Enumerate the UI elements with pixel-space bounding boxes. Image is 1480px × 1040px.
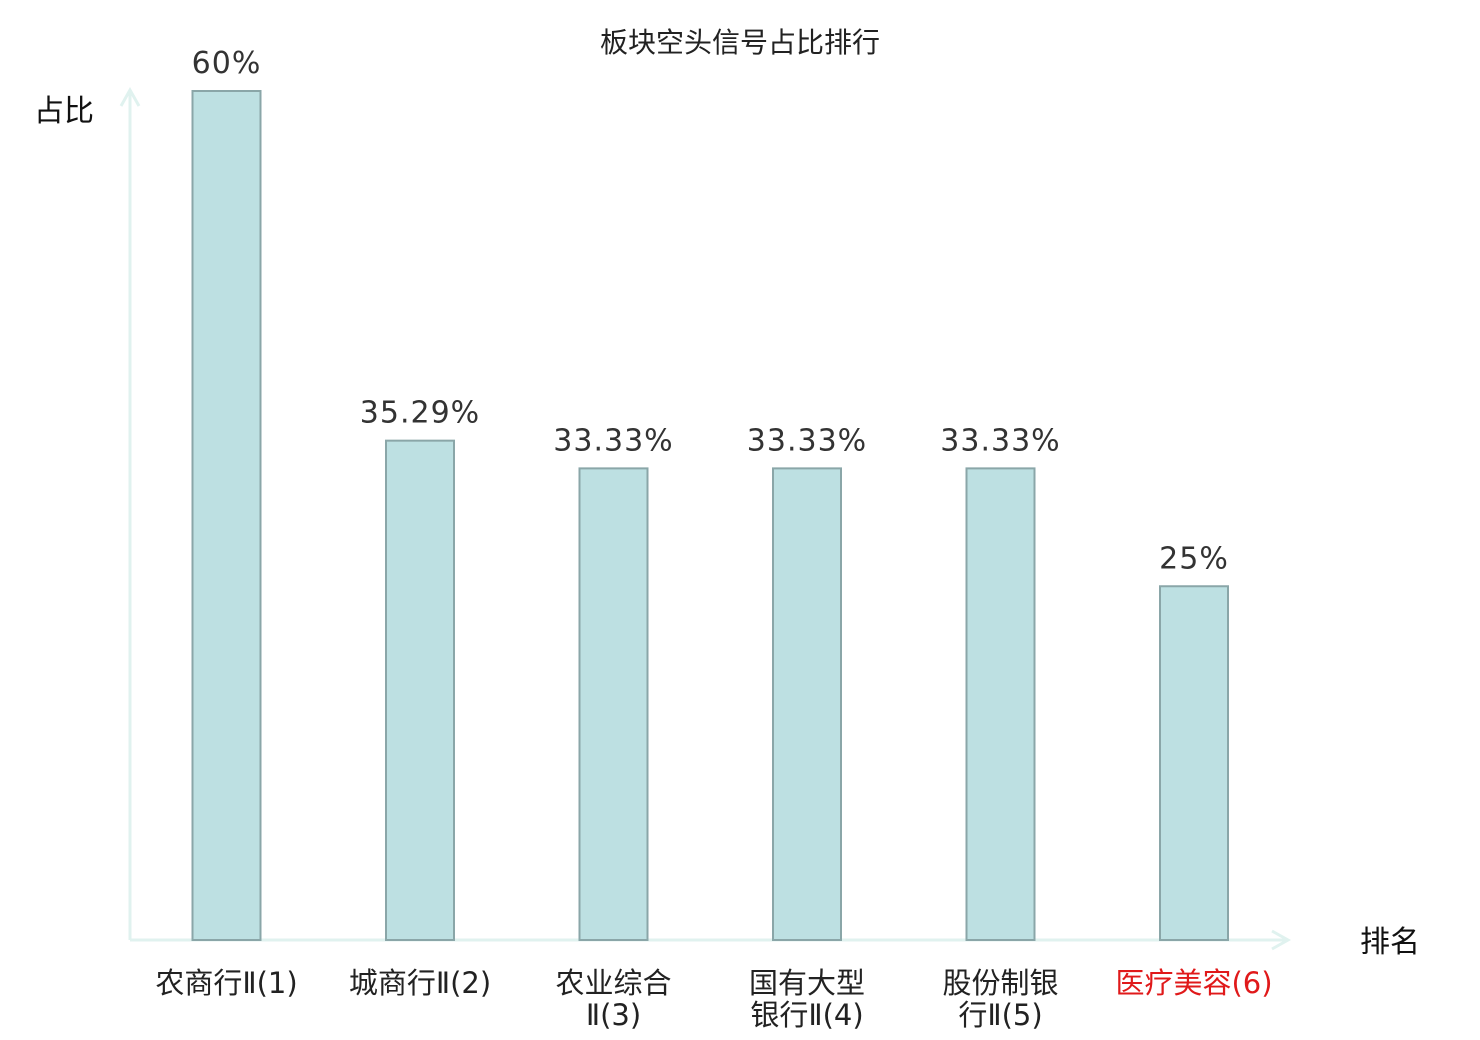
category-label-line: 股份制银 [942,966,1058,1000]
category-label-line: 国有大型 [749,966,865,1000]
category-label: 医疗美容(6) [1115,966,1272,1000]
value-label: 33.33% [940,423,1060,458]
x-axis-arrow [1271,929,1292,951]
value-label: 33.33% [747,423,867,458]
value-label: 33.33% [553,423,673,458]
x-axis-label: 排名 [1360,925,1420,960]
category-label: 城商行Ⅱ(2) [349,966,491,1000]
bar [191,90,262,941]
category-label-line: 行Ⅱ(5) [958,998,1042,1032]
category-label: 农商行Ⅱ(1) [155,966,297,1000]
bars [191,90,1229,941]
category-label-line: 城商行Ⅱ(2) [349,966,491,1000]
axes [119,86,1292,951]
value-label: 25% [1159,541,1229,576]
value-label: 35.29% [360,396,480,431]
category-label-line: 医疗美容(6) [1115,966,1272,1000]
bar [1159,585,1229,941]
value-labels: 60% 35.29% 33.33% 33.33% 33.33% 25% [192,46,1229,576]
category-label: 农业综合 Ⅱ(3) [555,966,671,1032]
value-label: 60% [192,46,262,81]
category-label: 国有大型银行Ⅱ(4) [749,966,865,1032]
y-axis-label: 占比 [34,94,94,129]
bar [965,467,1036,941]
bar [385,439,455,941]
y-axis-arrow [119,86,141,107]
category-label-line: 农商行Ⅱ(1) [155,966,297,1000]
category-label-line: 银行Ⅱ(4) [750,998,863,1032]
category-label: 股份制银行Ⅱ(5) [942,966,1058,1032]
category-labels: 农商行Ⅱ(1) 城商行Ⅱ(2) 农业综合 Ⅱ(3) 国有大型银行Ⅱ(4) 股份制银行Ⅱ(5… [155,966,1272,1032]
bar [578,467,649,941]
category-label-line: 农业综合 [555,966,671,1000]
chart-title: 板块空头信号占比排行 [600,26,880,59]
category-label-line: Ⅱ(3) [586,998,641,1032]
bar [772,467,842,941]
